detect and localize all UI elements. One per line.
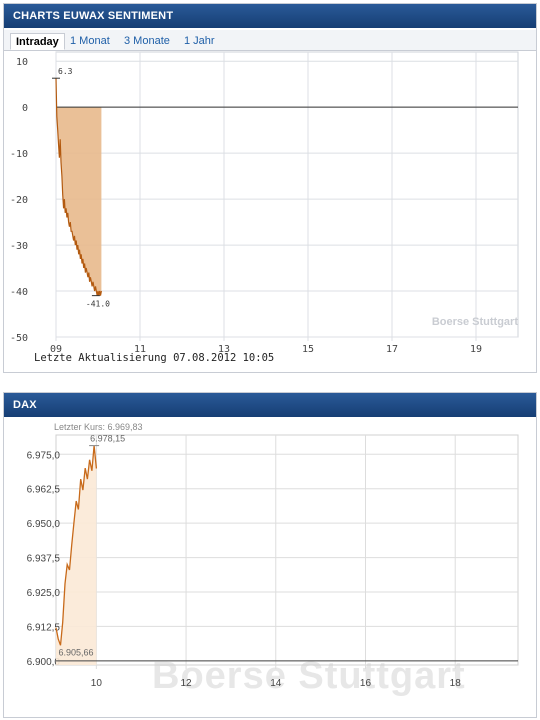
x-tick-label: 19 — [470, 344, 482, 355]
x-tick-label: 16 — [360, 678, 372, 689]
x-tick-label: 10 — [91, 678, 103, 689]
extreme-label: 6.978,15 — [90, 434, 125, 444]
x-tick-label: 12 — [181, 678, 193, 689]
extreme-label: 6.3 — [58, 67, 73, 76]
plot-area — [55, 51, 519, 338]
x-tick-label: 14 — [270, 678, 282, 689]
euwax-sentiment-panel: CHARTS EUWAX SENTIMENT Intraday 1 Monat … — [3, 3, 537, 373]
y-tick-label: 6.925,0 — [27, 588, 61, 599]
x-tick-label: 17 — [386, 344, 398, 355]
y-tick-label: -50 — [10, 333, 28, 344]
tab-1-jahr[interactable]: 1 Jahr — [184, 35, 215, 47]
plot-area — [55, 434, 519, 666]
extreme-label: 6.905,66 — [58, 647, 93, 657]
y-tick-label: 6.900,0 — [27, 657, 61, 668]
boerse-stuttgart-watermark: Boerse Stuttgart — [152, 655, 466, 697]
last-price-label: Letzter Kurs: 6.969,83 — [54, 422, 143, 432]
x-tick-label: 09 — [50, 344, 62, 355]
dax-panel: DAX Boerse Stuttgart 6.975,0 6.962,5 6.950… — [3, 392, 537, 718]
y-tick-label: 0 — [22, 103, 28, 114]
price-area-fill — [56, 445, 97, 665]
tab-3-monate[interactable]: 3 Monate — [124, 35, 170, 47]
sentiment-chart: 10 0 -10 -20 -30 -40 -50 09 11 13 15 17 19 6.3 -41.0 — [10, 51, 519, 355]
boerse-stuttgart-watermark: Boerse Stuttgart — [431, 316, 518, 328]
tab-1-monat[interactable]: 1 Monat — [70, 35, 110, 47]
y-tick-label: 10 — [16, 57, 28, 68]
x-tick-label: 15 — [302, 344, 314, 355]
extreme-label: -41.0 — [86, 300, 110, 309]
last-update-text: Letzte Aktualisierung 07.08.2012 10:05 — [34, 352, 275, 364]
timeframe-tabs: Intraday 1 Monat 3 Monate 1 Jahr — [4, 30, 536, 51]
y-tick-label: -40 — [10, 287, 28, 298]
y-tick-label: 6.937,5 — [27, 554, 61, 565]
x-tick-label: 13 — [218, 344, 230, 355]
sentiment-line — [55, 78, 102, 296]
dax-chart: 6.975,0 6.962,5 6.950,0 6.937,5 6.925,0 6.912… — [27, 434, 519, 689]
y-tick-label: 6.962,5 — [27, 485, 61, 496]
panel-title: CHARTS EUWAX SENTIMENT — [4, 4, 536, 28]
x-tick-label: 18 — [450, 678, 462, 689]
x-tick-label: 11 — [134, 344, 146, 355]
tab-intraday[interactable]: Intraday — [10, 33, 65, 50]
y-tick-label: -30 — [10, 241, 28, 252]
y-tick-label: 6.912,5 — [27, 622, 61, 633]
y-tick-label: 6.950,0 — [27, 519, 61, 530]
dax-price-line — [55, 445, 98, 646]
y-tick-label: -20 — [10, 195, 28, 206]
y-tick-label: 6.975,0 — [27, 450, 61, 461]
panel-title: DAX — [4, 393, 536, 417]
negative-area-fill — [56, 107, 102, 296]
y-tick-label: -10 — [10, 149, 28, 160]
